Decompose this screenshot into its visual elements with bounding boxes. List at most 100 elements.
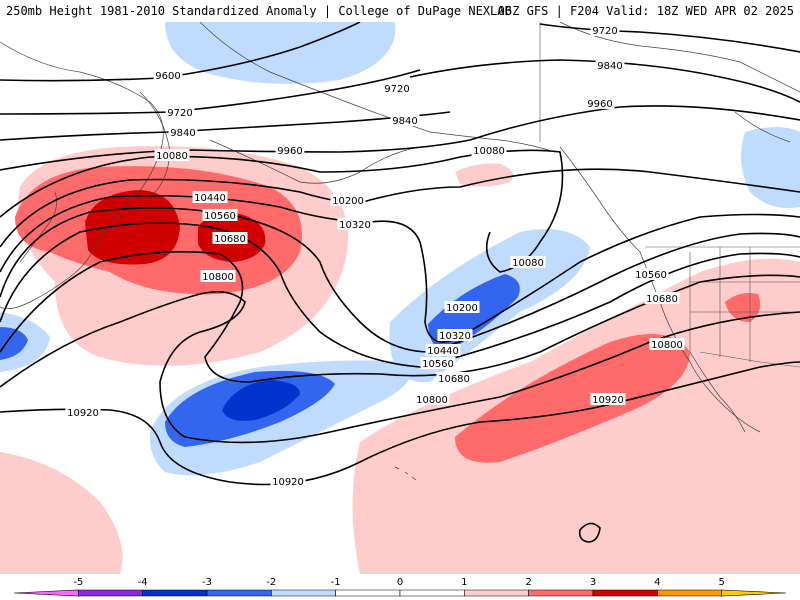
contour-label: 10920: [272, 477, 304, 488]
contour-labels: 9720 9600 9720 9840 9720 9840 9840 9960 9960 1008…: [65, 24, 685, 488]
legend-tick-label: 1: [461, 577, 467, 588]
anomaly-fill-pos2: [455, 334, 690, 463]
color-legend: -5 -4 -3 -2 -1 0 1 2 3 4 5: [13, 577, 787, 597]
legend-tick-label: -3: [202, 577, 212, 588]
contour-10200: [0, 168, 800, 248]
contour-label-bg: [200, 270, 236, 282]
anomaly-fill-pos1: [455, 163, 514, 187]
contour-9840-north: [409, 59, 800, 103]
contour-label-bg: [595, 59, 625, 71]
contour-label-bg: [414, 393, 450, 405]
contour-label-bg: [202, 209, 238, 221]
contour-label: 9840: [392, 116, 417, 127]
legend-swatch: [13, 589, 79, 597]
contour-label: 10680: [646, 294, 678, 305]
contour-label: 10680: [214, 234, 246, 245]
legend-tick-label: -5: [73, 577, 83, 588]
contour-label-bg: [330, 194, 366, 206]
anomaly-fills: [0, 22, 800, 574]
legend-swatch: [464, 589, 529, 597]
contour-label-bg: [165, 106, 195, 118]
contour-label: 10320: [339, 220, 371, 231]
contour-label: 10440: [427, 346, 459, 357]
contour-label: 9960: [587, 99, 612, 110]
legend-swatch: [592, 589, 658, 597]
contour-label: 10320: [439, 331, 471, 342]
contour-label: 10200: [332, 196, 364, 207]
legend-swatch: [528, 589, 594, 597]
contour-10920: [0, 361, 800, 486]
contour-label: 9720: [167, 108, 192, 119]
legend-tick-label: 0: [397, 577, 403, 588]
contour-label: 10560: [635, 270, 667, 281]
anomaly-fill-pos2: [725, 293, 761, 322]
legend-tick-label: -2: [266, 577, 276, 588]
coastline-hudson: [734, 111, 791, 143]
contour-label-bg: [437, 329, 473, 341]
height-contours: [0, 22, 800, 486]
contour-label-bg: [633, 268, 669, 280]
legend-swatch: [335, 589, 401, 597]
hawaii-islands: [394, 466, 417, 481]
contour-label: 10800: [416, 395, 448, 406]
contour-label: 9600: [155, 71, 180, 82]
contour-label: 9720: [592, 26, 617, 37]
anomaly-map: 9720 9600 9720 9840 9720 9840 9840 9960 9960 1008…: [0, 22, 800, 574]
legend-swatch: [206, 589, 272, 597]
contour-label: 10200: [446, 303, 478, 314]
legend-swatch: [399, 589, 465, 597]
contour-label-bg: [275, 144, 305, 156]
contour-10560: [0, 222, 800, 368]
contour-label-bg: [425, 344, 461, 356]
contour-label: 10080: [512, 258, 544, 269]
legend-tick-label: 3: [590, 577, 596, 588]
contour-label-bg: [337, 218, 373, 230]
contour-label: 10080: [473, 146, 505, 157]
anomaly-fill-neg1: [741, 127, 800, 208]
contour-label-bg: [436, 372, 472, 384]
legend-tick-label: 2: [525, 577, 531, 588]
contour-9720-north: [539, 23, 800, 53]
contour-label-bg: [153, 69, 183, 81]
contour-label: 10560: [422, 359, 454, 370]
contour-label-bg: [65, 406, 101, 418]
legend-swatch: [657, 589, 722, 597]
contour-label-bg: [444, 301, 480, 313]
contour-label: 10800: [651, 340, 683, 351]
border-us-mexico: [699, 351, 800, 368]
contour-label-bg: [270, 475, 306, 487]
anomaly-fill-pos1: [0, 452, 123, 574]
coastline-canada-north: [559, 22, 800, 93]
legend-swatch: [142, 589, 208, 597]
contour-label: 10920: [67, 408, 99, 419]
contour-label-bg: [590, 24, 620, 36]
contour-label-bg: [585, 97, 615, 109]
contour-label-bg: [420, 357, 456, 369]
border-states: [689, 247, 800, 362]
contour-label-bg: [471, 144, 507, 156]
contour-label-bg: [192, 191, 228, 203]
contour-label-bg: [212, 232, 248, 244]
contour-label: 10560: [204, 211, 236, 222]
contour-label: 10800: [202, 272, 234, 283]
contour-10800: [0, 291, 800, 444]
legend-swatch: [271, 589, 336, 597]
legend-swatch: [78, 589, 143, 597]
legend-tick-label: 5: [718, 577, 724, 588]
contour-label-bg: [154, 149, 190, 161]
legend-tick-label: 4: [654, 577, 660, 588]
contour-label: 9840: [597, 61, 622, 72]
contour-label-bg: [590, 393, 626, 405]
contour-label-bg: [649, 338, 685, 350]
coastline-aleutians: [209, 139, 421, 184]
contour-label: 9960: [277, 146, 302, 157]
legend-swatch: [721, 589, 787, 597]
island-outline: [578, 522, 601, 543]
map-title: 250mb Height 1981-2010 Standardized Anom…: [6, 4, 512, 18]
legend-tick-label: -4: [138, 577, 148, 588]
legend-bar: [13, 589, 787, 597]
contour-10320: [0, 194, 800, 343]
anomaly-fill-neg2: [0, 327, 28, 360]
coastline-asia: [0, 41, 164, 309]
contour-label-bg: [382, 82, 412, 94]
